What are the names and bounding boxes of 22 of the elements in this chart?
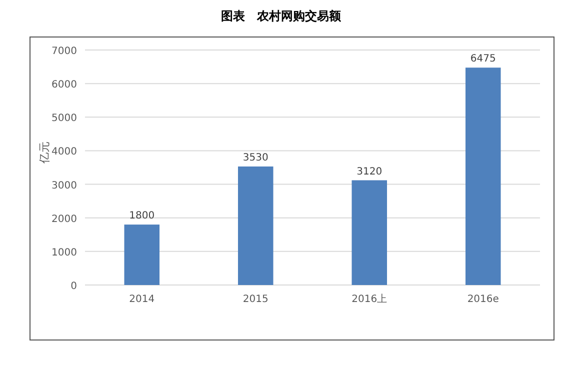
y-tick-label: 4000 (52, 146, 77, 158)
y-axis-title: 亿元 (38, 142, 51, 164)
x-tick-label: 2015 (242, 294, 268, 305)
y-tick-label: 2000 (52, 214, 77, 225)
x-tick-label: 2016e (467, 294, 499, 305)
bar (465, 68, 501, 285)
y-tick-label: 5000 (52, 113, 77, 124)
data-label: 6475 (470, 54, 496, 65)
data-label: 1800 (129, 210, 155, 222)
data-label: 3530 (242, 152, 268, 164)
y-tick-label: 0 (70, 281, 77, 292)
x-tick-label: 2014 (129, 294, 155, 305)
bar (352, 180, 388, 285)
chart-title: 图表 农村网购交易额 (221, 9, 342, 23)
y-tick-label: 7000 (52, 46, 77, 57)
y-tick-label: 1000 (52, 247, 77, 258)
bar (124, 224, 160, 285)
data-label: 3120 (356, 166, 382, 178)
y-tick-label: 3000 (52, 180, 77, 192)
y-tick-label: 6000 (52, 80, 77, 91)
x-tick-label: 2016上 (352, 293, 388, 305)
bar (238, 166, 274, 285)
